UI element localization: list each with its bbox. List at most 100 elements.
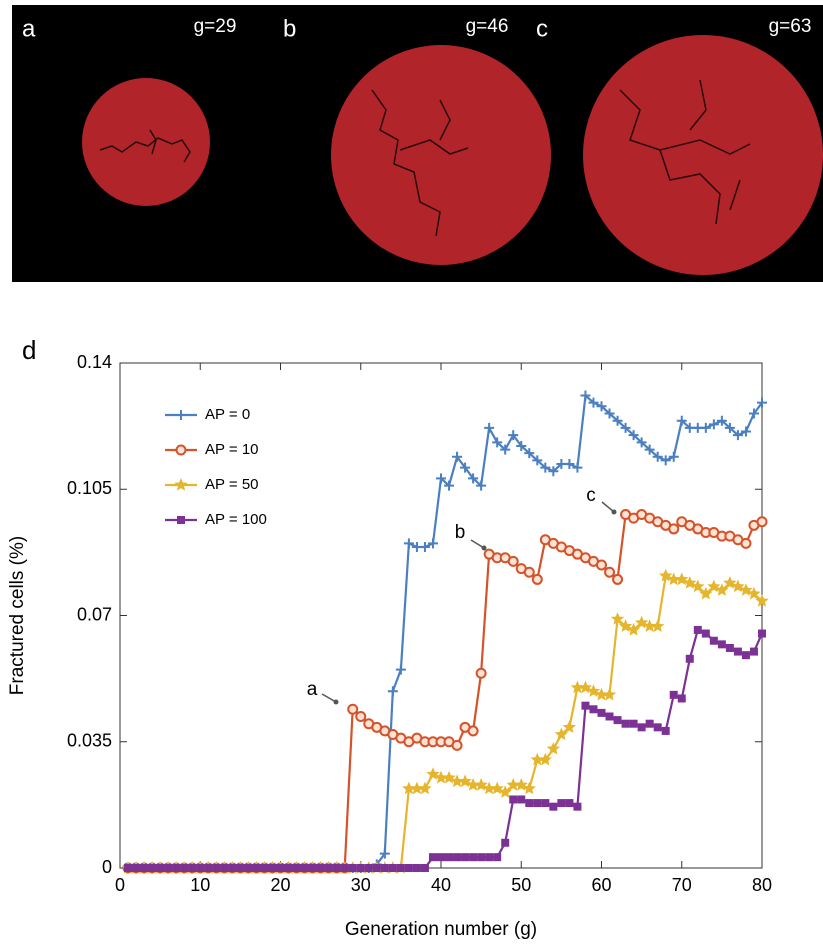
point (605, 712, 614, 721)
point (244, 864, 253, 872)
point (610, 612, 625, 625)
point (758, 629, 766, 638)
point (180, 864, 189, 872)
point (596, 559, 607, 571)
cluster-disc (331, 45, 551, 265)
point (701, 629, 710, 638)
point (733, 647, 742, 656)
fracture-trace (619, 79, 751, 225)
point (645, 719, 654, 728)
point (748, 408, 759, 419)
point (724, 422, 735, 433)
point (387, 686, 398, 697)
point (404, 864, 413, 872)
point (541, 799, 550, 808)
point (410, 781, 424, 795)
point (564, 459, 575, 469)
point (485, 853, 494, 862)
point (124, 864, 133, 872)
annotation-arrow (601, 501, 615, 513)
point (668, 523, 680, 535)
point (533, 799, 542, 808)
point (508, 430, 519, 441)
point (554, 727, 568, 741)
point (332, 864, 341, 872)
annotation: c (586, 485, 596, 506)
point (396, 864, 405, 872)
point (604, 408, 615, 419)
point (588, 397, 599, 408)
x-tick-label: 10 (190, 875, 210, 895)
point (427, 538, 438, 549)
point (562, 720, 577, 733)
point (460, 462, 471, 473)
point (699, 586, 713, 600)
point (661, 726, 670, 735)
x-tick-label: 30 (351, 875, 371, 895)
point (372, 864, 381, 872)
point (477, 853, 486, 862)
annotation-arrowhead (333, 699, 339, 705)
legend-marker (177, 516, 185, 524)
point (597, 708, 606, 717)
point (466, 778, 480, 791)
point (493, 853, 502, 862)
x-tick-label: 70 (672, 875, 692, 895)
point (660, 455, 671, 466)
legend-label: AP = 50 (205, 476, 259, 493)
annotation: a (307, 679, 318, 700)
plot-frame (119, 362, 763, 869)
point (172, 864, 181, 872)
point (395, 664, 406, 675)
point (379, 848, 390, 859)
point (651, 619, 665, 632)
point (461, 853, 470, 862)
point (596, 401, 607, 412)
cluster-disc (82, 78, 210, 206)
point (715, 583, 729, 596)
point (653, 723, 662, 732)
point (355, 711, 367, 722)
point (260, 864, 269, 872)
point (444, 480, 455, 491)
point (412, 864, 421, 872)
point (546, 742, 560, 755)
point (164, 864, 173, 872)
point (236, 864, 245, 872)
point (308, 864, 317, 872)
point (292, 864, 301, 872)
point (220, 864, 229, 872)
point (418, 781, 432, 795)
point (538, 752, 552, 766)
point (676, 415, 687, 426)
point (380, 864, 389, 872)
point (276, 864, 285, 872)
point (741, 651, 750, 660)
y-tick-label: 0.14 (77, 352, 112, 372)
point (757, 397, 767, 408)
point (669, 690, 678, 699)
point (468, 473, 479, 484)
point (589, 705, 598, 714)
point (364, 864, 373, 872)
point (628, 430, 639, 441)
annotation: b (455, 522, 466, 543)
point (522, 781, 536, 795)
point (516, 440, 527, 451)
point (572, 462, 583, 473)
point (434, 770, 448, 784)
point (484, 422, 495, 433)
point (725, 643, 734, 652)
legend-marker (175, 444, 187, 456)
point (573, 802, 582, 811)
point (717, 640, 726, 649)
point (469, 853, 478, 862)
panel-label: a (22, 15, 36, 42)
point (740, 537, 752, 549)
point (474, 778, 488, 791)
point (626, 622, 641, 636)
point (482, 781, 496, 795)
point (340, 864, 349, 872)
point (228, 864, 237, 872)
